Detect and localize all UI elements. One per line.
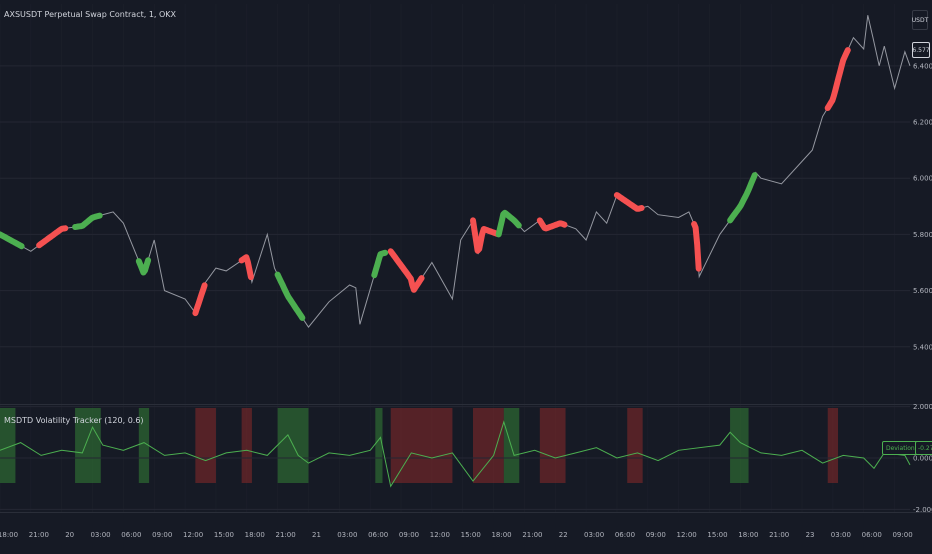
- up-volatility-highlight: [824, 47, 851, 111]
- up-volatility-highlight: [387, 248, 425, 293]
- red-deviation-band: [539, 408, 566, 483]
- time-tick-label: 09:00: [892, 531, 912, 539]
- time-tick-label: 12:00: [183, 531, 203, 539]
- green-deviation-band: [375, 408, 383, 483]
- time-tick-label: 21:00: [769, 531, 789, 539]
- time-tick-label: 15:00: [707, 531, 727, 539]
- time-tick-label: 18:00: [738, 531, 758, 539]
- time-tick-label: 18:00: [245, 531, 265, 539]
- down-volatility-highlight: [0, 231, 25, 250]
- red-deviation-band: [627, 408, 643, 483]
- deviation-rate-line: [0, 420, 911, 488]
- time-tick-label: 03:00: [337, 531, 357, 539]
- last-price-tag: 6.577: [912, 42, 930, 58]
- time-tick-label: 09:00: [152, 531, 172, 539]
- red-deviation-band: [472, 408, 504, 483]
- up-volatility-highlight: [470, 217, 501, 254]
- down-volatility-highlight: [727, 172, 758, 224]
- up-volatility-highlight: [536, 217, 568, 232]
- green-deviation-band: [0, 408, 16, 483]
- up-volatility-highlight: [613, 192, 645, 212]
- time-tick-label: 06:00: [121, 531, 141, 539]
- down-volatility-highlight: [495, 209, 522, 238]
- price-tick-label: 5.600: [913, 287, 932, 295]
- time-tick-label: 06:00: [862, 531, 882, 539]
- red-deviation-band: [827, 408, 839, 483]
- red-deviation-band: [241, 408, 252, 483]
- time-tick-label: 15:00: [214, 531, 234, 539]
- time-tick-label: 20: [65, 531, 74, 539]
- price-tick-label: 6.400: [913, 62, 932, 70]
- time-tick-label: 18:00: [0, 531, 18, 539]
- time-tick-label: 15:00: [461, 531, 481, 539]
- time-tick-label: 06:00: [615, 531, 635, 539]
- time-tick-label: 22: [559, 531, 568, 539]
- red-deviation-band: [195, 408, 216, 483]
- down-volatility-highlight: [274, 271, 306, 321]
- time-tick-label: 06:00: [368, 531, 388, 539]
- time-tick-label: 21:00: [276, 531, 296, 539]
- time-tick-label: 21:00: [522, 531, 542, 539]
- time-tick-label: 09:00: [646, 531, 666, 539]
- price-tick-label: 6.200: [913, 119, 932, 127]
- symbol-title: AXSUSDT Perpetual Swap Contract, 1, OKX: [4, 10, 177, 19]
- time-tick-label: 09:00: [399, 531, 419, 539]
- up-volatility-highlight: [691, 221, 702, 272]
- time-tick-label: 03:00: [90, 531, 110, 539]
- time-tick-label: 18:00: [491, 531, 511, 539]
- up-volatility-highlight: [36, 225, 69, 249]
- indicator-tick-label: 2.000: [913, 403, 932, 411]
- indicator-title: MSDTD Volatility Tracker (120, 0.6): [4, 416, 144, 425]
- price-tick-label: 6.000: [913, 175, 932, 183]
- down-volatility-highlight: [135, 257, 152, 276]
- deviation-rate-value: -0.271: [915, 441, 932, 455]
- time-tick-label: 03:00: [831, 531, 851, 539]
- green-deviation-band: [730, 408, 749, 483]
- up-volatility-highlight: [238, 254, 254, 281]
- price-tick-label: 5.800: [913, 231, 932, 239]
- time-tick-label: 23: [806, 531, 815, 539]
- indicator-tick-label: -2.000: [913, 506, 932, 514]
- time-tick-label: 03:00: [584, 531, 604, 539]
- green-deviation-band: [75, 408, 101, 483]
- down-volatility-highlight: [72, 212, 103, 230]
- green-deviation-band: [138, 408, 150, 483]
- time-tick-label: 21:00: [29, 531, 49, 539]
- time-tick-label: 12:00: [430, 531, 450, 539]
- currency-badge[interactable]: USDT: [912, 10, 928, 30]
- down-volatility-highlight: [371, 249, 389, 279]
- price-tick-label: 5.400: [913, 343, 932, 351]
- time-tick-label: 21: [312, 531, 321, 539]
- indicator-tick-label: 0.000: [913, 455, 932, 463]
- time-tick-label: 12:00: [677, 531, 697, 539]
- up-volatility-highlight: [192, 282, 208, 317]
